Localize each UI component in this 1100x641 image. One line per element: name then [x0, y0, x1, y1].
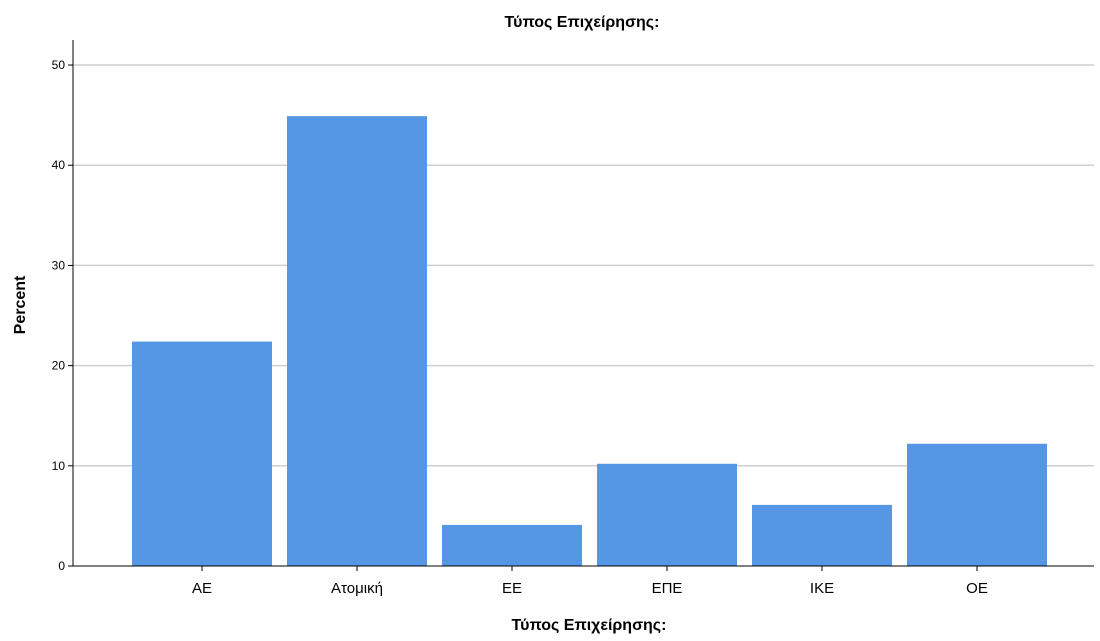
bar-3 [597, 463, 737, 566]
xtick-label-5: ΟΕ [966, 580, 988, 597]
bar-1 [287, 116, 427, 566]
chart-title: Τύπος Επιχείρησης: [505, 14, 660, 31]
xtick-label-4: ΙΚΕ [810, 580, 834, 597]
ytick-label-10: 10 [52, 459, 66, 473]
ytick-label-30: 30 [52, 258, 66, 272]
xtick-label-3: ΕΠΕ [652, 580, 683, 597]
xtick-label-0: ΑΕ [192, 580, 212, 597]
bars-layer [132, 116, 1047, 566]
ytick-label-20: 20 [52, 359, 66, 373]
bar-2 [442, 524, 582, 566]
bar-0 [132, 341, 272, 566]
xtick-label-1: Ατομική [331, 580, 383, 597]
xtick-layer: ΑΕ Ατομική ΕΕ ΕΠΕ ΙΚΕ ΟΕ [192, 566, 988, 597]
x-axis-label: Τύπος Επιχείρησης: [512, 617, 667, 634]
ytick-label-40: 40 [52, 158, 66, 172]
ytick-label-0: 0 [58, 559, 65, 573]
ytick-layer: 0 10 20 30 40 50 [52, 58, 73, 573]
bar-5 [907, 443, 1047, 566]
bar-4 [752, 504, 892, 566]
axes-layer [72, 40, 1094, 567]
xtick-label-2: ΕΕ [502, 580, 522, 597]
ytick-label-50: 50 [52, 58, 66, 72]
y-axis-label: Percent [12, 275, 29, 334]
